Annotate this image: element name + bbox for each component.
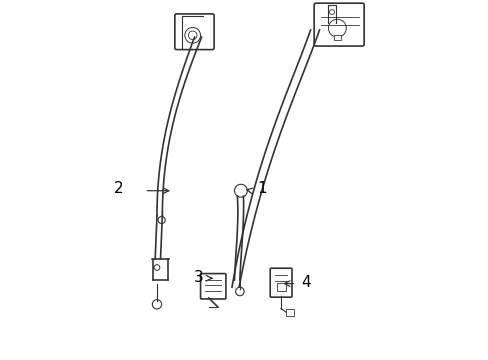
- FancyBboxPatch shape: [276, 283, 285, 291]
- FancyBboxPatch shape: [285, 309, 294, 316]
- Text: 4: 4: [300, 275, 310, 290]
- FancyBboxPatch shape: [333, 35, 340, 40]
- FancyBboxPatch shape: [270, 268, 291, 297]
- FancyBboxPatch shape: [200, 274, 225, 299]
- FancyBboxPatch shape: [175, 14, 214, 50]
- Text: 3: 3: [193, 270, 203, 285]
- Text: 1: 1: [257, 181, 266, 197]
- Text: 2: 2: [113, 181, 123, 197]
- FancyBboxPatch shape: [313, 3, 364, 46]
